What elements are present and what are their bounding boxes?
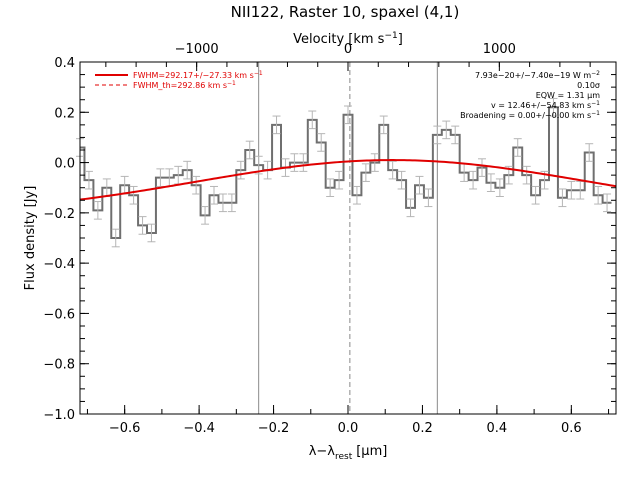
y-axis-label: Flux density [Jy] [23,186,38,291]
x-tick-label: −0.6 [109,421,141,436]
y-tick-label: 0.4 [54,56,75,71]
annotation-text: EQW = 1.31 μm [536,91,600,100]
annotation-sup: −2 [591,70,600,77]
top-axis-label-end: ] [398,32,403,47]
x-tick-label: 0.2 [412,421,433,436]
axis-ticks: −0.6 −0.4 −0.2 0.0 0.2 0.4 0.6 −1.0 −0.8 −0.6 −0.4… [43,42,616,436]
annotation-sup: −1 [591,100,600,107]
y-tick-label: 0.2 [54,106,75,121]
x-axis-label: λ−λrest [μm] [309,444,388,462]
top-tick-label: 1000 [483,42,516,57]
plot-frame [79,61,617,415]
legend: FWHM=292.17+/−27.33 km s−1FWHM_th=292.86… [95,70,263,90]
annotation-line: 0.10σ [577,81,600,90]
y-tick-label: −0.2 [43,207,75,222]
top-tick-label: 0 [344,42,352,57]
legend-entry-text: FWHM=292.17+/−27.33 km s [133,71,254,80]
top-axis-label-sup: −1 [384,31,397,41]
x-axis-label-main: λ−λ [309,444,336,459]
top-tick-label: −1000 [175,42,219,57]
y-tick-label: −0.4 [43,257,75,272]
annotation-text: 0.10σ [577,81,600,90]
x-tick-label: 0.0 [338,421,359,436]
gaussian-fit-curve [79,159,617,201]
legend-entry-sup: −1 [227,80,236,87]
x-tick-label: −0.4 [183,421,215,436]
legend-entry: FWHM=292.17+/−27.33 km s−1 [133,70,263,80]
x-tick-label: 0.6 [561,421,582,436]
y-tick-label: −1.0 [43,408,75,423]
top-axis-label-main: Velocity [km s [293,32,385,47]
y-tick-label: −0.6 [43,307,75,322]
annotation-line: 7.93e−20+/−7.40e−19 W m−2 [475,70,600,80]
annotation-text: 7.93e−20+/−7.40e−19 W m [475,71,591,80]
plot-area [76,62,617,414]
x-axis-label-sub: rest [335,452,353,462]
legend-entry: FWHM_th=292.86 km s−1 [133,80,236,90]
legend-entry-text: FWHM_th=292.86 km s [133,81,227,90]
x-tick-label: −0.2 [258,421,290,436]
annotation-line: EQW = 1.31 μm [536,91,600,100]
annotation-line: Broadening = 0.00+/−0.00 km s−1 [460,110,600,120]
y-tick-label: −0.8 [43,358,75,373]
chart-title: NII122, Raster 10, spaxel (4,1) [231,3,460,21]
annotation-text: Broadening = 0.00+/−0.00 km s [460,111,591,120]
y-tick-label: 0.0 [54,157,75,172]
annotation-sup: −1 [591,110,600,117]
annotation-line: v = 12.46+/−54.83 km s−1 [491,100,600,110]
legend-entry-sup: −1 [254,70,263,77]
annotation-text: v = 12.46+/−54.83 km s [491,101,591,110]
x-axis-label-unit: [μm] [356,444,387,459]
top-axis-label: Velocity [km s−1] [293,31,403,47]
x-tick-label: 0.4 [487,421,508,436]
